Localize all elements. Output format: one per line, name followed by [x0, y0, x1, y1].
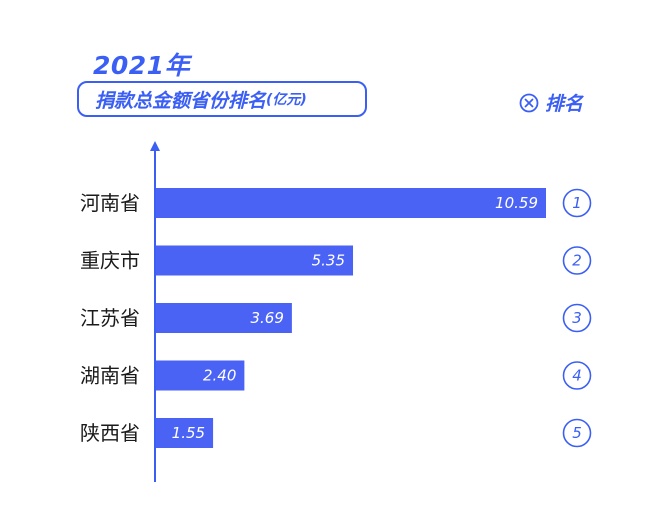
- rank-circle: [562, 188, 592, 218]
- bar-1: [156, 245, 354, 276]
- y-axis-arrow: [150, 141, 160, 151]
- chart-year-title: 2021年: [93, 51, 191, 80]
- bar-3: [156, 360, 245, 391]
- category-label: 重庆市: [80, 249, 140, 273]
- chart-unit: (亿元): [266, 92, 307, 108]
- rank-number: 3: [572, 309, 582, 327]
- rank-number: 2: [572, 252, 582, 270]
- rank-legend-label: 排名: [545, 93, 584, 115]
- chart-subtitle-box: 捐款总金额省份排名 (亿元): [77, 81, 367, 117]
- bar-0: [156, 188, 546, 218]
- bar-value-label: 3.69: [250, 309, 283, 327]
- bar-value-label: 10.59: [495, 194, 538, 212]
- rank-number: 5: [572, 424, 582, 442]
- bar-2: [156, 303, 292, 333]
- category-label: 湖南省: [80, 364, 140, 388]
- bar-4: [156, 418, 214, 448]
- bar-value-label: 5.35: [312, 252, 345, 270]
- circle-x-icon: [519, 93, 539, 112]
- rank-circle: [562, 246, 592, 275]
- rank-circle: [562, 418, 592, 448]
- category-label: 江苏省: [80, 306, 140, 330]
- rank-circle: [562, 361, 592, 390]
- bar-value-label: 1.55: [172, 424, 205, 442]
- rank-legend: 排名: [519, 89, 583, 116]
- bar-value-label: 2.40: [203, 367, 236, 385]
- chart-subtitle: 捐款总金额省份排名: [95, 89, 267, 112]
- category-label: 河南省: [80, 191, 140, 215]
- rank-number: 4: [572, 367, 582, 385]
- rank-circle: [562, 303, 592, 333]
- rank-number: 1: [572, 194, 582, 212]
- category-label: 陕西省: [80, 421, 140, 445]
